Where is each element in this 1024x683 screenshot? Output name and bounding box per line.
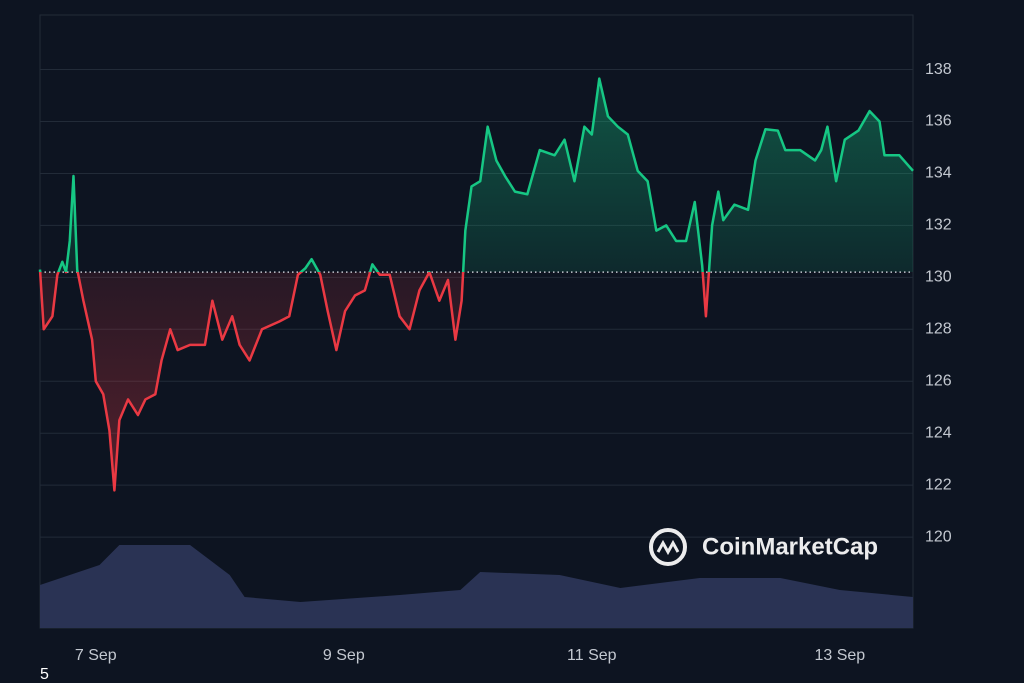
y-tick-label: 124	[925, 424, 952, 441]
y-tick-label: 134	[925, 165, 952, 182]
y-tick-label: 120	[925, 528, 952, 545]
y-tick-label: 130	[925, 269, 952, 286]
watermark: CoinMarketCap	[649, 528, 878, 566]
price-area	[40, 78, 913, 491]
volume-area	[40, 545, 913, 628]
x-tick-label: 7 Sep	[75, 647, 117, 664]
y-tick-label: 132	[925, 217, 952, 234]
x-tick-label: 13 Sep	[814, 647, 865, 664]
y-tick-label: 138	[925, 61, 952, 78]
y-tick-label: 122	[925, 476, 952, 493]
price-line	[38, 77, 914, 492]
watermark-text: CoinMarketCap	[702, 533, 878, 560]
y-tick-label: 128	[925, 321, 952, 338]
y-tick-label: 136	[925, 113, 952, 130]
y-tick-label: 126	[925, 372, 952, 389]
x-tick-label: 11 Sep	[567, 647, 617, 664]
x-tick-label: 9 Sep	[323, 647, 365, 664]
footnote: 5	[40, 666, 49, 683]
